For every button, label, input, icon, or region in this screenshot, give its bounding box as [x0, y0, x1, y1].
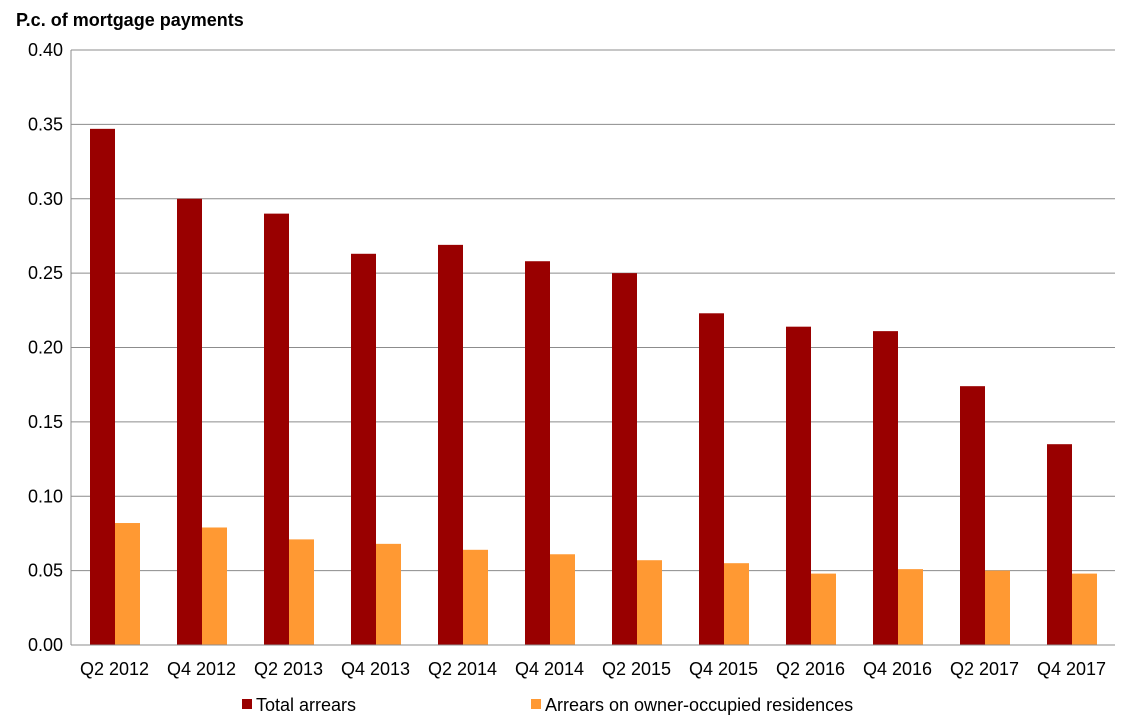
x-tick-label: Q2 2014: [428, 659, 497, 679]
legend: Total arrears Arrears on owner-occupied r…: [242, 695, 853, 715]
bar-total-arrears: [438, 244, 463, 646]
bar-total-arrears: [90, 128, 115, 645]
bar-owner-occupied-arrears: [550, 554, 575, 645]
y-tick-label: 0.15: [28, 412, 63, 432]
bar-total-arrears: [525, 261, 550, 645]
bar-total-arrears: [177, 198, 202, 645]
legend-label: Total arrears: [256, 695, 356, 715]
bar-owner-occupied-arrears: [724, 563, 749, 645]
bar-owner-occupied-arrears: [202, 527, 227, 645]
y-tick-label: 0.20: [28, 338, 63, 358]
y-tick-label: 0.25: [28, 263, 63, 283]
bar-total-arrears: [351, 253, 376, 645]
bar-owner-occupied-arrears: [811, 573, 836, 645]
y-tick-label: 0.35: [28, 114, 63, 134]
bar-total-arrears: [612, 273, 637, 645]
bar-total-arrears: [960, 386, 985, 645]
bar-owner-occupied-arrears: [898, 569, 923, 645]
x-tick-label: Q4 2014: [515, 659, 584, 679]
y-tick-label: 0.30: [28, 189, 63, 209]
bar-owner-occupied-arrears: [985, 570, 1010, 645]
y-tick-label: 0.00: [28, 635, 63, 655]
y-tick-label: 0.05: [28, 561, 63, 581]
y-tick-label: 0.40: [28, 40, 63, 60]
bar-owner-occupied-arrears: [463, 549, 488, 645]
chart-title: P.c. of mortgage payments: [16, 10, 244, 30]
y-axis-ticks: 0.00 0.05 0.10 0.15 0.20 0.25 0.30 0.35 0.40: [28, 40, 63, 655]
x-tick-label: Q4 2017: [1037, 659, 1106, 679]
x-tick-label: Q2 2016: [776, 659, 845, 679]
x-axis-ticks: Q2 2012 Q4 2012 Q2 2013 Q4 2013 Q2 2014 Q4 20…: [80, 659, 1106, 679]
x-tick-label: Q4 2015: [689, 659, 758, 679]
y-tick-label: 0.10: [28, 486, 63, 506]
bar-owner-occupied-arrears: [289, 539, 314, 645]
legend-label: Arrears on owner-occupied residences: [545, 695, 853, 715]
gridlines: [71, 49, 1115, 572]
x-tick-label: Q4 2012: [167, 659, 236, 679]
x-tick-label: Q2 2012: [80, 659, 149, 679]
bar-total-arrears: [699, 313, 724, 645]
x-tick-label: Q2 2013: [254, 659, 323, 679]
bar-total-arrears: [873, 331, 898, 645]
x-tick-label: Q4 2013: [341, 659, 410, 679]
x-tick-label: Q4 2016: [863, 659, 932, 679]
bar-owner-occupied-arrears: [115, 523, 140, 645]
legend-swatch: [242, 699, 252, 709]
x-tick-label: Q2 2017: [950, 659, 1019, 679]
bar-owner-occupied-arrears: [637, 560, 662, 645]
bar-total-arrears: [786, 326, 811, 645]
bar-total-arrears: [264, 213, 289, 645]
x-tick-label: Q2 2015: [602, 659, 671, 679]
bar-total-arrears: [1047, 444, 1072, 645]
bars: [90, 128, 1097, 646]
bar-owner-occupied-arrears: [1072, 573, 1097, 645]
bar-owner-occupied-arrears: [376, 543, 401, 645]
legend-swatch: [531, 699, 541, 709]
